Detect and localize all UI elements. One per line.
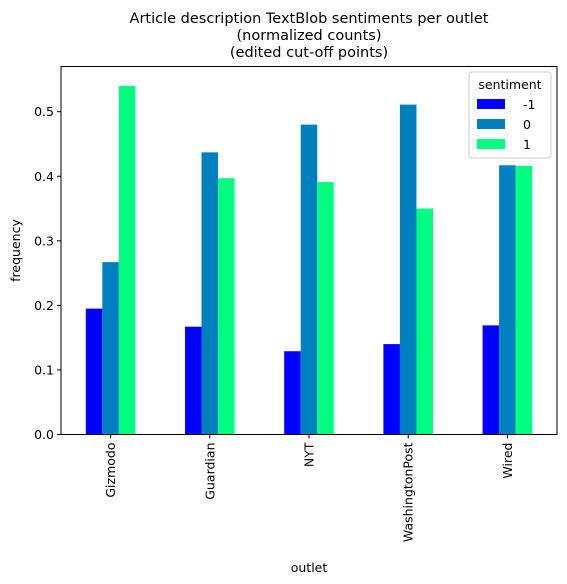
chart-title-line-3: (edited cut-off points) xyxy=(230,45,388,61)
bar-wired-sentiment--1 xyxy=(482,325,500,435)
bar-wired-sentiment-1 xyxy=(515,165,533,435)
legend-swatch-0 xyxy=(477,119,505,129)
legend-swatch-1 xyxy=(477,139,505,149)
bar-nyt-sentiment-0 xyxy=(300,124,318,435)
bar-gizmodo-sentiment-1 xyxy=(118,85,136,435)
legend: sentiment -1 0 1 xyxy=(468,71,552,159)
chart-title-line-1: Article description TextBlob sentiments … xyxy=(130,11,489,27)
bar-washingtonpost-sentiment-0 xyxy=(399,104,417,435)
y-tick-label: 0.0 xyxy=(34,427,54,442)
bar-nyt-sentiment-1 xyxy=(317,182,334,435)
x-axis-label: outlet xyxy=(291,560,328,575)
y-tick-label: 0.1 xyxy=(34,362,54,377)
bar-gizmodo-sentiment-0 xyxy=(102,262,119,435)
x-tick-label-nyt: NYT xyxy=(302,442,317,467)
bar-nyt-sentiment--1 xyxy=(284,351,301,435)
legend-label-1: 1 xyxy=(523,137,531,152)
x-tick-label-guardian: Guardian xyxy=(202,443,217,500)
y-axis-label: frequency xyxy=(8,219,23,282)
y-tick-label: 0.3 xyxy=(34,233,54,248)
bar-washingtonpost-sentiment-1 xyxy=(416,208,433,435)
chart-title-line-2: (normalized counts) xyxy=(237,28,382,44)
x-tick-label-washingtonpost: WashingtonPost xyxy=(401,442,416,542)
bar-washingtonpost-sentiment--1 xyxy=(383,344,400,435)
y-tick-label: 0.4 xyxy=(34,169,54,184)
legend-box xyxy=(468,71,552,159)
bars xyxy=(85,85,533,435)
legend-label-0: 0 xyxy=(523,117,531,132)
x-tick-label-gizmodo: Gizmodo xyxy=(103,443,118,498)
legend-swatch--1 xyxy=(477,99,505,109)
y-axis: 0.0 0.1 0.2 0.3 0.4 0.5 xyxy=(34,104,61,442)
y-tick-label: 0.2 xyxy=(34,298,54,313)
x-axis: Gizmodo Guardian NYT WashingtonPost Wired xyxy=(103,434,515,542)
bar-guardian-sentiment-0 xyxy=(201,152,219,435)
legend-label--1: -1 xyxy=(523,97,535,112)
bar-guardian-sentiment-1 xyxy=(218,178,235,435)
chart-title: Article description TextBlob sentiments … xyxy=(130,11,489,61)
bar-guardian-sentiment--1 xyxy=(185,326,202,435)
bar-gizmodo-sentiment--1 xyxy=(85,308,103,435)
y-tick-label: 0.5 xyxy=(34,104,54,119)
bar-wired-sentiment-0 xyxy=(499,165,516,435)
legend-title: sentiment xyxy=(478,77,541,92)
x-tick-label-wired: Wired xyxy=(500,443,515,479)
legend-entries: -1 0 1 xyxy=(477,97,535,152)
